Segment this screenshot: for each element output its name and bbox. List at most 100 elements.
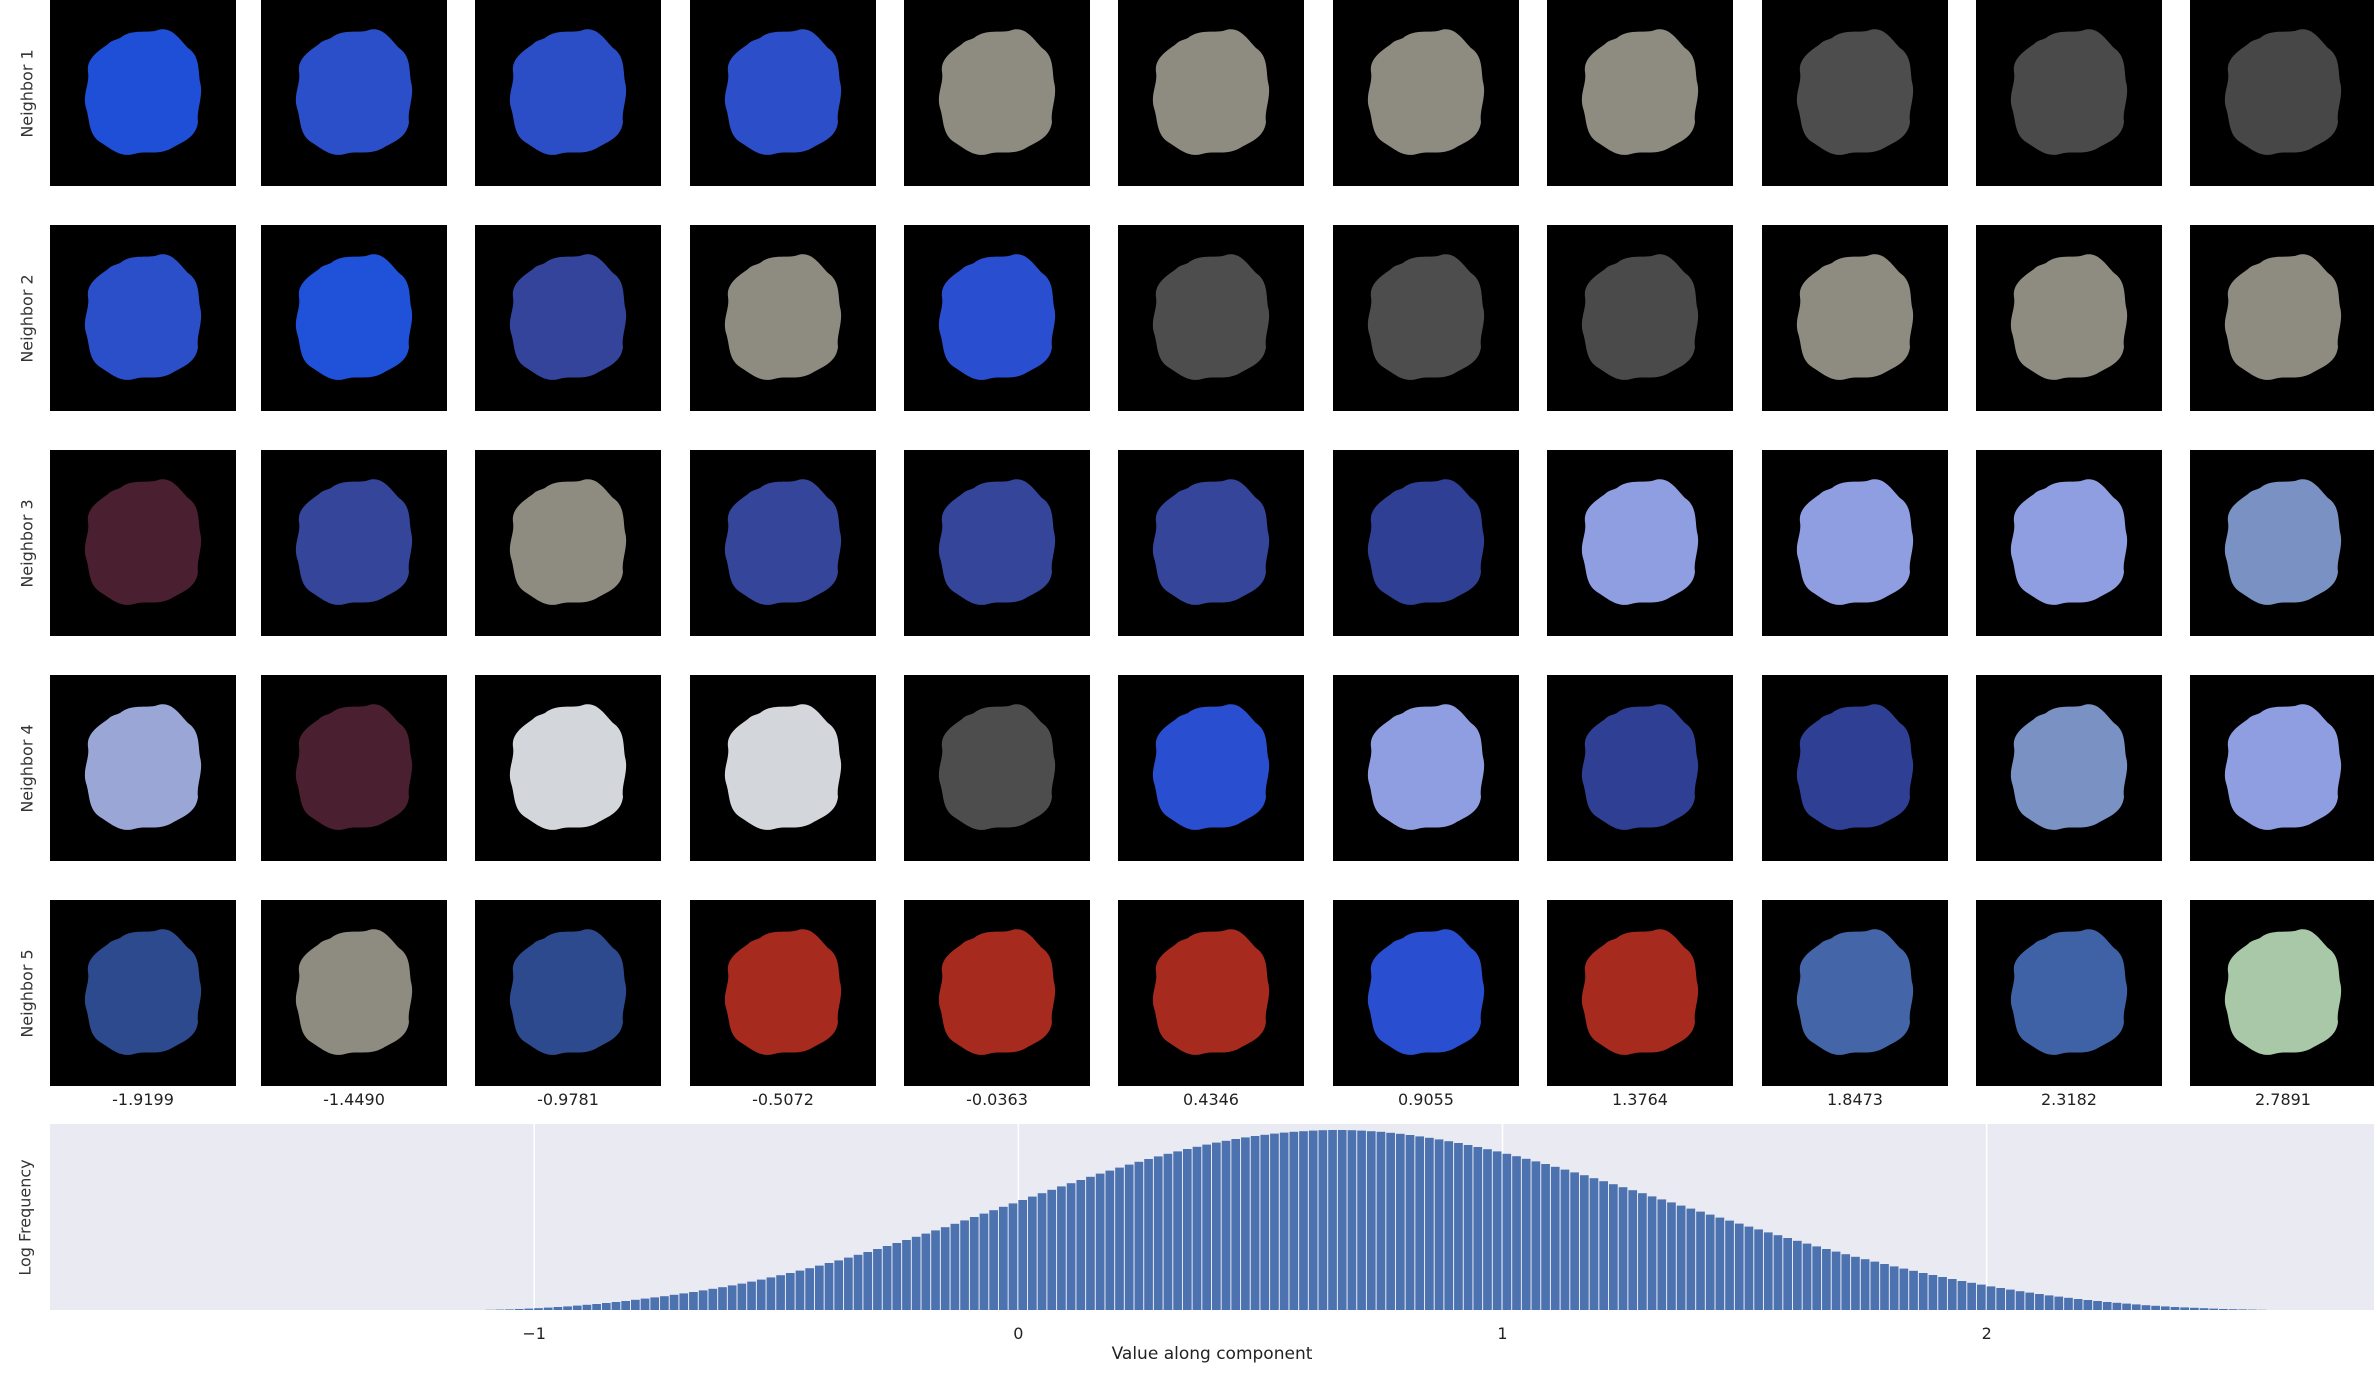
neighbor-image bbox=[50, 675, 236, 861]
histogram-bar bbox=[1609, 1184, 1618, 1310]
histogram-bar bbox=[1783, 1238, 1792, 1310]
histogram-bar bbox=[747, 1281, 756, 1310]
object-blob bbox=[1152, 479, 1270, 605]
neighbor-image bbox=[261, 0, 447, 186]
object-blob bbox=[1367, 29, 1485, 155]
histogram-bar bbox=[1589, 1178, 1599, 1310]
histogram-bar bbox=[1192, 1146, 1202, 1310]
histogram-bar bbox=[844, 1257, 853, 1310]
histogram-bar bbox=[2083, 1300, 2093, 1310]
histogram-bar bbox=[805, 1268, 814, 1310]
object-blob bbox=[509, 254, 627, 380]
histogram-bar bbox=[969, 1217, 979, 1310]
histogram-bar bbox=[1628, 1190, 1638, 1310]
histogram-bar bbox=[1531, 1161, 1541, 1310]
neighbor-image bbox=[475, 900, 661, 1086]
histogram-bar bbox=[1976, 1284, 1986, 1310]
object-blob bbox=[1581, 29, 1699, 155]
histogram-panel: Log Frequency −1 0 1 2 Value along componen… bbox=[0, 1124, 2374, 1382]
histogram-bar bbox=[2160, 1306, 2170, 1310]
object-blob bbox=[2224, 479, 2342, 605]
histogram-bar bbox=[1550, 1166, 1560, 1310]
histogram-bar bbox=[1667, 1202, 1676, 1310]
row-label-text: Neighbor 5 bbox=[17, 948, 37, 1038]
histogram-bar bbox=[1870, 1261, 1880, 1310]
histogram-bar bbox=[1463, 1145, 1473, 1310]
histogram-bar bbox=[1134, 1161, 1144, 1310]
histogram-plot bbox=[50, 1124, 2374, 1310]
histogram-bar bbox=[1725, 1220, 1734, 1310]
object-blob bbox=[724, 254, 842, 380]
histogram-bar bbox=[1454, 1143, 1463, 1310]
histogram-bar bbox=[2015, 1291, 2025, 1310]
histogram-bar bbox=[2151, 1305, 2160, 1310]
object-blob bbox=[84, 29, 202, 155]
histogram-bar bbox=[1715, 1217, 1725, 1310]
x-tick-label: 0 bbox=[1013, 1324, 1024, 1343]
histogram-bar bbox=[1425, 1137, 1434, 1310]
histogram-bar bbox=[514, 1309, 524, 1310]
object-blob bbox=[1367, 479, 1485, 605]
histogram-bar bbox=[1405, 1135, 1415, 1310]
object-blob bbox=[295, 29, 413, 155]
neighbor-image bbox=[1118, 675, 1304, 861]
histogram-bar bbox=[2141, 1305, 2151, 1310]
neighbor-image bbox=[2190, 0, 2374, 186]
histogram-bar bbox=[601, 1303, 611, 1310]
histogram-bar bbox=[1734, 1223, 1744, 1310]
neighbor-image bbox=[1976, 900, 2162, 1086]
histogram-bar bbox=[902, 1240, 911, 1310]
object-blob bbox=[2224, 929, 2342, 1055]
histogram-bar bbox=[640, 1298, 650, 1310]
histogram-bar bbox=[1105, 1170, 1115, 1310]
y-axis-label: Log Frequency bbox=[15, 1158, 35, 1276]
neighbor-image bbox=[1976, 675, 2162, 861]
object-blob bbox=[1367, 254, 1485, 380]
histogram-bar bbox=[2025, 1292, 2035, 1310]
object-blob bbox=[84, 929, 202, 1055]
histogram-bar bbox=[1434, 1139, 1444, 1310]
histogram-bar bbox=[785, 1273, 795, 1310]
object-blob bbox=[84, 704, 202, 830]
neighbor-image bbox=[1547, 450, 1733, 636]
neighbor-image bbox=[475, 675, 661, 861]
histogram-bar bbox=[660, 1296, 669, 1310]
object-blob bbox=[2224, 704, 2342, 830]
column-value-label: 1.8473 bbox=[1827, 1090, 1883, 1109]
histogram-bar bbox=[1763, 1232, 1773, 1310]
object-blob bbox=[295, 929, 413, 1055]
neighbor-image bbox=[1547, 675, 1733, 861]
histogram-bar bbox=[1705, 1214, 1715, 1310]
neighbor-image bbox=[1118, 450, 1304, 636]
histogram-bar bbox=[582, 1304, 592, 1310]
histogram-bar bbox=[1986, 1286, 1996, 1310]
neighbor-image bbox=[50, 900, 236, 1086]
histogram-bar bbox=[1812, 1246, 1822, 1310]
histogram-bar bbox=[718, 1287, 727, 1310]
neighbor-image-grid: Neighbor 1 Neighbor 2 Neighbor 3 Neighbor 4… bbox=[17, 0, 2374, 1109]
neighbor-image bbox=[261, 450, 447, 636]
histogram-bar bbox=[2238, 1309, 2248, 1310]
histogram-bar bbox=[873, 1249, 882, 1310]
neighbor-image bbox=[50, 0, 236, 186]
histogram-bar bbox=[1521, 1158, 1531, 1310]
histogram-bar bbox=[2093, 1301, 2102, 1310]
object-blob bbox=[1796, 254, 1914, 380]
histogram-bar bbox=[766, 1277, 776, 1310]
histogram-bar bbox=[1996, 1288, 2006, 1310]
histogram-bar bbox=[631, 1299, 640, 1310]
object-blob bbox=[2010, 929, 2128, 1055]
histogram-bar bbox=[689, 1292, 698, 1310]
neighbor-image bbox=[1762, 450, 1948, 636]
histogram-bar bbox=[698, 1290, 708, 1310]
histogram-bar bbox=[921, 1233, 931, 1310]
column-value-label: -0.0363 bbox=[966, 1090, 1028, 1109]
histogram-bar bbox=[950, 1223, 960, 1310]
histogram-bar bbox=[1057, 1186, 1066, 1310]
histogram-bar bbox=[1008, 1203, 1018, 1310]
histogram-bar bbox=[2180, 1307, 2190, 1310]
y-axis-label-container: Log Frequency bbox=[10, 1124, 40, 1310]
neighbor-image bbox=[1762, 900, 1948, 1086]
histogram-bar bbox=[524, 1308, 534, 1310]
object-blob bbox=[938, 704, 1056, 830]
